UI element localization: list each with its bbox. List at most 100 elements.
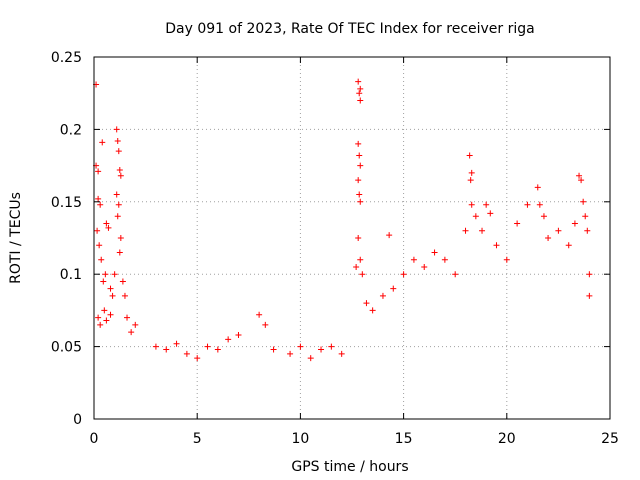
data-point <box>235 332 242 339</box>
data-point <box>578 177 585 184</box>
data-point <box>107 285 114 292</box>
data-point <box>115 201 122 208</box>
data-point <box>514 220 521 227</box>
data-point <box>357 198 364 205</box>
data-point <box>95 195 102 202</box>
data-point <box>503 256 510 263</box>
data-point <box>119 278 126 285</box>
data-point <box>183 350 190 357</box>
data-point <box>353 263 360 270</box>
data-point <box>114 137 121 144</box>
data-point <box>116 166 123 173</box>
data-point <box>117 172 124 179</box>
data-point <box>431 249 438 256</box>
data-point <box>580 198 587 205</box>
data-point <box>97 321 104 328</box>
data-point <box>359 271 366 278</box>
data-point <box>386 232 393 239</box>
data-point <box>115 148 122 155</box>
data-point <box>355 177 362 184</box>
data-point <box>466 152 473 159</box>
grid <box>94 57 610 419</box>
x-tick-label: 0 <box>90 431 99 447</box>
y-tick-label: 0.05 <box>51 340 82 356</box>
y-tick-label: 0.25 <box>51 50 82 66</box>
data-point <box>400 271 407 278</box>
data-point <box>256 311 263 318</box>
data-point <box>102 271 109 278</box>
data-point <box>571 220 578 227</box>
chart-title: Day 091 of 2023, Rate Of TEC Index for r… <box>165 21 534 37</box>
data-point <box>111 271 118 278</box>
data-point <box>113 191 120 198</box>
data-point <box>357 97 364 104</box>
data-point <box>355 235 362 241</box>
data-point <box>379 292 386 299</box>
data-point <box>421 263 428 270</box>
data-point <box>214 346 221 353</box>
data-point <box>545 235 552 241</box>
data-point <box>467 177 474 184</box>
data-point <box>584 227 591 234</box>
data-point <box>117 235 124 241</box>
x-tick-label: 5 <box>193 431 202 447</box>
y-tick-label: 0.1 <box>60 267 82 283</box>
data-point <box>103 317 110 324</box>
data-point <box>163 346 170 353</box>
data-point <box>95 314 102 321</box>
data-point <box>100 278 107 285</box>
y-tick-label: 0 <box>73 412 82 428</box>
data-point <box>390 285 397 292</box>
data-point <box>124 314 131 321</box>
data-point <box>194 355 201 362</box>
data-point <box>107 311 114 318</box>
data-point <box>114 213 121 220</box>
data-point <box>95 168 102 175</box>
data-point <box>534 184 541 191</box>
data-point <box>582 213 589 220</box>
data-point <box>152 343 159 350</box>
data-point <box>101 307 108 314</box>
data-point <box>355 140 362 147</box>
data-point <box>96 242 103 249</box>
data-point <box>357 162 364 169</box>
data-point <box>318 346 325 353</box>
data-point <box>97 201 104 208</box>
data-point <box>356 152 363 159</box>
data-point <box>363 300 370 307</box>
data-point <box>99 139 106 146</box>
data-point <box>105 224 112 231</box>
x-tick-label: 25 <box>601 431 619 447</box>
data-point <box>307 355 314 362</box>
data-point <box>472 213 479 220</box>
axis-ticks: 0 5 10 15 20 25 0 0.05 0.1 0.15 0.2 0.25 <box>51 50 619 447</box>
data-point <box>356 90 363 97</box>
data-point <box>328 343 335 350</box>
data-point <box>462 227 469 234</box>
data-point <box>586 292 593 299</box>
data-point <box>369 307 376 314</box>
data-point <box>109 292 116 299</box>
data-point <box>270 346 277 353</box>
y-axis-label: ROTI / TECUs <box>8 192 24 284</box>
data-point <box>121 292 128 299</box>
data-point <box>468 169 475 176</box>
data-point <box>357 256 364 263</box>
data-point <box>204 343 211 350</box>
data-points <box>93 78 593 362</box>
data-point <box>452 271 459 278</box>
data-point <box>132 321 139 328</box>
x-tick-label: 20 <box>498 431 516 447</box>
data-point <box>493 242 500 249</box>
data-point <box>487 210 494 217</box>
x-tick-label: 15 <box>395 431 413 447</box>
data-point <box>98 256 105 263</box>
data-point <box>116 249 123 256</box>
data-point <box>540 213 547 220</box>
data-point <box>468 201 475 208</box>
data-point <box>356 191 363 198</box>
y-tick-label: 0.15 <box>51 195 82 211</box>
x-tick-label: 10 <box>291 431 309 447</box>
data-point <box>355 78 362 85</box>
